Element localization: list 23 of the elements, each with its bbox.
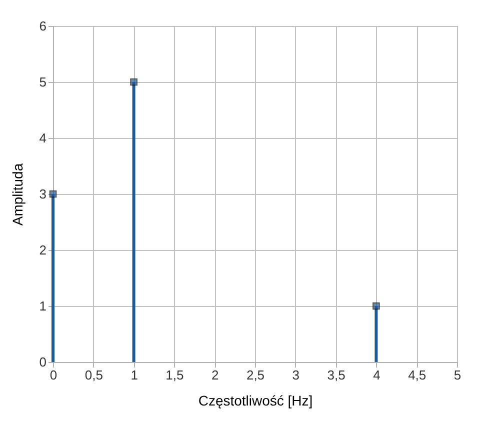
y-tick-label: 6 — [39, 18, 46, 34]
x-tick-label: 3 — [292, 368, 300, 382]
x-axis-title: Częstotliwość [Hz] — [198, 392, 313, 408]
y-tick-label: 0 — [39, 354, 46, 370]
x-tick-label: 4,5 — [408, 368, 426, 382]
x-tick-label: 2,5 — [246, 368, 265, 382]
point — [49, 190, 57, 198]
y-tick-label: 1 — [39, 298, 46, 314]
y-axis-title: Amplituda — [9, 163, 26, 226]
x-tick-label: 1 — [130, 368, 138, 382]
point — [130, 78, 138, 86]
y-tick-label: 4 — [39, 130, 46, 146]
y-tick-label: 2 — [39, 242, 46, 258]
x-tick-label: 1,5 — [166, 368, 184, 382]
point — [372, 302, 380, 310]
x-tick-label: 0,5 — [84, 368, 103, 382]
x-tick-label: 5 — [454, 368, 462, 382]
x-tick-label: 3,5 — [327, 368, 346, 382]
x-tick-label: 2 — [211, 368, 219, 382]
x-tick-label: 4 — [373, 368, 380, 382]
y-tick-label: 5 — [39, 74, 46, 90]
x-tick-label: 0 — [50, 368, 58, 382]
y-tick-label: 3 — [39, 186, 46, 202]
